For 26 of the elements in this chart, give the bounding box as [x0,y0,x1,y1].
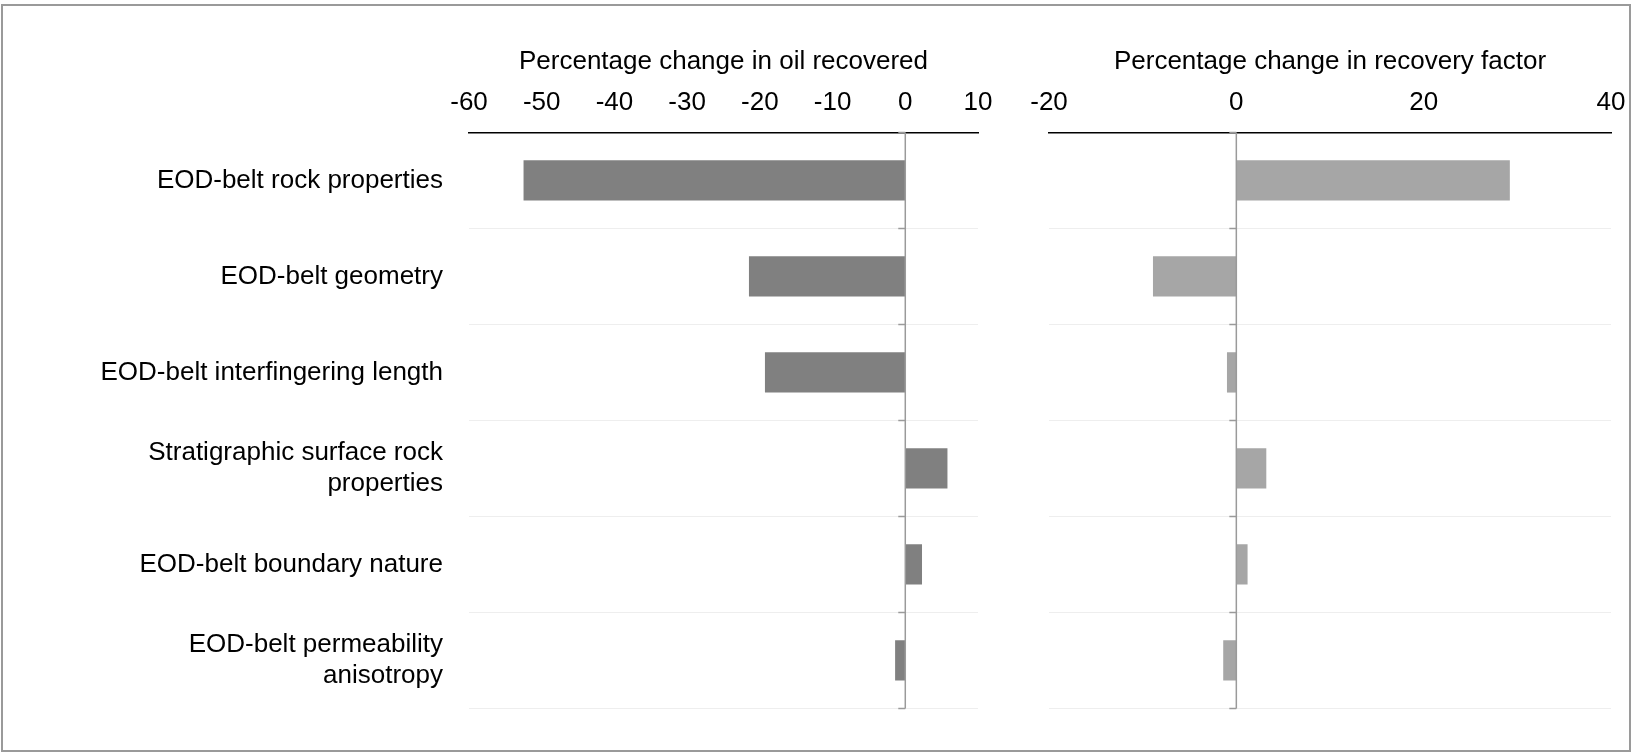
x-tick-label: -50 [522,85,561,116]
x-tick-label: 0 [1229,85,1244,116]
bar [523,160,906,201]
x-tick-label: -40 [595,85,634,116]
x-tick-label: -10 [813,85,852,116]
x-tick-label: 40 [1596,85,1626,116]
x-tick-label: 10 [963,85,993,116]
y-tick-label: EOD-belt geometry [220,259,443,290]
y-tick-label: Stratigraphic surface rock properties [148,435,444,498]
x-tick-label: -20 [741,85,779,116]
x-tick-label: -20 [1030,85,1068,116]
x-axis-title: Percentage change in oil recovered [518,44,929,75]
bar [905,448,948,489]
y-tick-label: EOD-belt rock properties [156,163,443,194]
bar [905,544,923,585]
x-axis-title: Percentage change in recovery factor [1113,44,1547,75]
x-tick-label: 20 [1409,85,1439,116]
x-tick-label: 0 [898,85,913,116]
x-tick-label: -30 [668,85,706,116]
bar [895,640,906,681]
y-tick-label: EOD-belt interfingering length [100,355,443,386]
bar [748,256,906,297]
y-tick-label: EOD-belt permeability anisotropy [188,627,443,690]
x-tick-label: -60 [450,85,488,116]
y-tick-label: EOD-belt boundary nature [139,547,443,578]
bar [764,352,906,393]
